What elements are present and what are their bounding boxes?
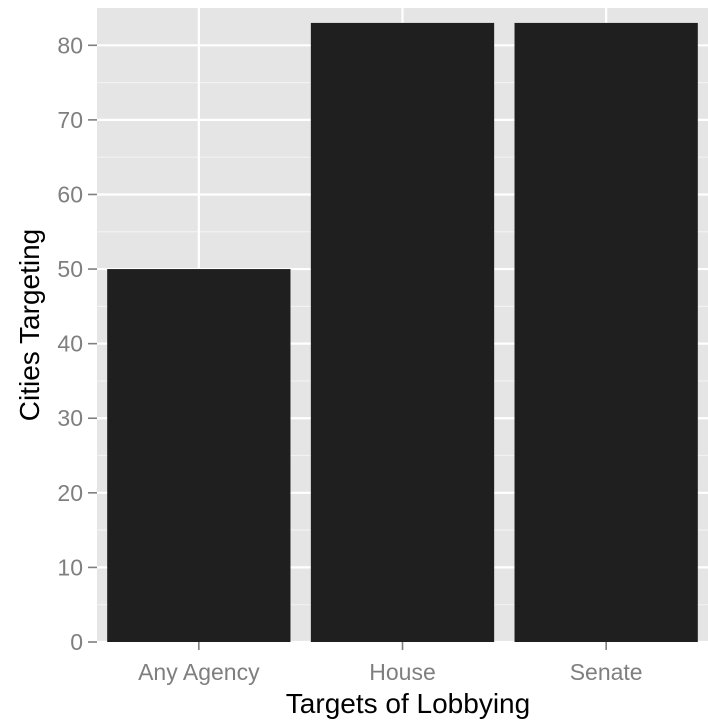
x-axis-ticks: Any Agency House Senate: [138, 642, 643, 685]
bars: [107, 22, 698, 642]
y-axis-title: Cities Targeting: [14, 229, 45, 421]
x-tick-label: Senate: [570, 659, 643, 685]
x-axis-title: Targets of Lobbying: [286, 688, 530, 719]
y-axis-ticks: 0 10 20 30 40 50 60 70 80: [57, 32, 97, 655]
y-tick-label: 20: [57, 480, 83, 506]
y-tick-label: 50: [57, 256, 83, 282]
x-tick-label: House: [369, 659, 435, 685]
y-tick-label: 80: [57, 32, 83, 58]
y-tick-label: 60: [57, 181, 83, 207]
x-tick-label: Any Agency: [138, 659, 260, 685]
y-tick-label: 40: [57, 331, 83, 357]
y-tick-label: 30: [57, 405, 83, 431]
y-tick-label: 70: [57, 107, 83, 133]
y-tick-label: 0: [70, 629, 83, 655]
bar: [107, 269, 291, 642]
bar: [514, 22, 698, 642]
y-tick-label: 10: [57, 554, 83, 580]
bar: [310, 22, 495, 642]
